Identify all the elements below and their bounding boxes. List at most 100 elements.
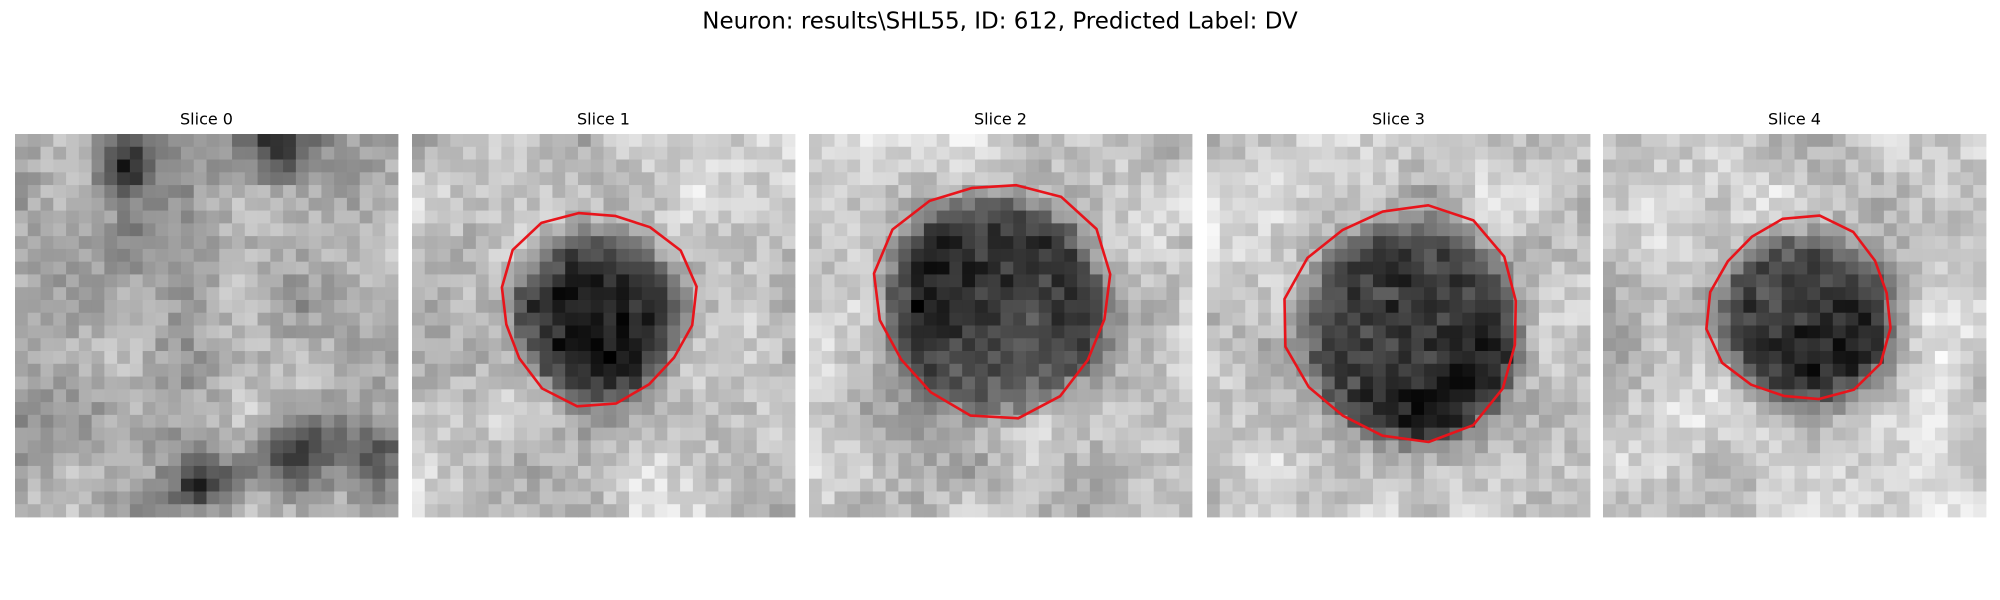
pixel (104, 248, 118, 263)
pixel (168, 159, 182, 173)
pixel (219, 185, 233, 199)
pixel (590, 312, 604, 326)
pixel (1858, 504, 1872, 518)
pixel (270, 351, 284, 365)
pixel (1115, 440, 1129, 454)
pixel (40, 146, 54, 160)
pixel (1462, 363, 1476, 377)
pixel (756, 159, 770, 173)
pixel (129, 299, 144, 314)
pixel (40, 223, 54, 237)
pixel (1449, 172, 1463, 186)
pixel (1832, 414, 1846, 429)
pixel (629, 274, 643, 288)
pixel (616, 325, 630, 339)
pixel (1411, 363, 1425, 377)
pixel (821, 363, 835, 377)
pixel (308, 134, 322, 148)
pixel (1089, 197, 1104, 211)
pixel (1128, 325, 1142, 339)
pixel (1934, 325, 1949, 339)
pixel (1807, 402, 1821, 416)
pixel (1654, 312, 1668, 326)
pixel (206, 414, 220, 429)
pixel (1756, 146, 1770, 160)
pixel (1922, 427, 1936, 441)
pixel (860, 465, 874, 480)
pixel (1603, 402, 1617, 416)
pixel (1207, 274, 1221, 288)
pixel (1219, 376, 1233, 390)
pixel (1166, 287, 1180, 301)
pixel (1743, 185, 1757, 199)
pixel (168, 287, 182, 301)
pixel (359, 223, 373, 237)
pixel (1628, 197, 1642, 211)
pixel (514, 261, 528, 275)
pixel (283, 402, 297, 416)
pixel (1166, 376, 1180, 390)
pixel (1232, 389, 1246, 403)
pixel (1166, 134, 1180, 148)
pixel (962, 146, 976, 160)
pixel (1896, 338, 1910, 352)
pixel (1679, 402, 1693, 416)
pixel (552, 274, 566, 288)
pixel (463, 440, 477, 454)
pixel (1487, 338, 1502, 352)
pixel (1820, 453, 1834, 467)
pixel (129, 172, 144, 186)
pixel (514, 312, 528, 326)
pixel (1207, 210, 1221, 224)
pixel (1705, 172, 1719, 186)
pixel (372, 453, 386, 467)
pixel (1756, 159, 1770, 173)
pixel (1051, 427, 1065, 441)
pixel (1321, 172, 1336, 186)
pixel (219, 172, 233, 186)
pixel (577, 325, 592, 339)
pixel (78, 351, 92, 365)
pixel (1909, 363, 1923, 377)
pixel (1871, 453, 1885, 467)
pixel (412, 325, 426, 339)
pixel (667, 134, 681, 148)
pixel (1128, 185, 1142, 199)
pixel (1615, 402, 1629, 416)
pixel (1232, 210, 1246, 224)
pixel (1153, 299, 1167, 314)
pixel (1794, 236, 1808, 250)
pixel (117, 325, 131, 339)
pixel (1398, 414, 1412, 429)
pixel (372, 172, 386, 186)
pixel (1743, 210, 1757, 224)
pixel (629, 363, 643, 377)
pixel (1411, 134, 1425, 148)
pixel (1449, 402, 1463, 416)
pixel (1845, 185, 1859, 199)
pixel (27, 248, 41, 263)
pixel (155, 465, 169, 480)
pixel (1360, 299, 1374, 314)
pixel (987, 440, 1001, 454)
pixel (731, 491, 745, 505)
pixel (1334, 134, 1348, 148)
pixel (270, 363, 284, 377)
pixel (565, 478, 579, 492)
pixel (257, 287, 271, 301)
pixel (1641, 236, 1655, 250)
pixel (1309, 338, 1323, 352)
pixel (334, 414, 348, 429)
pixel (680, 504, 694, 518)
pixel (1679, 338, 1693, 352)
pixel (590, 414, 604, 429)
pixel (1730, 172, 1744, 186)
pixel (565, 504, 579, 518)
pixel (1013, 389, 1027, 403)
pixel (15, 185, 29, 199)
pixel (1832, 465, 1846, 480)
pixel (705, 325, 719, 339)
pixel (923, 210, 938, 224)
pixel (1436, 325, 1450, 339)
pixel (616, 312, 630, 326)
